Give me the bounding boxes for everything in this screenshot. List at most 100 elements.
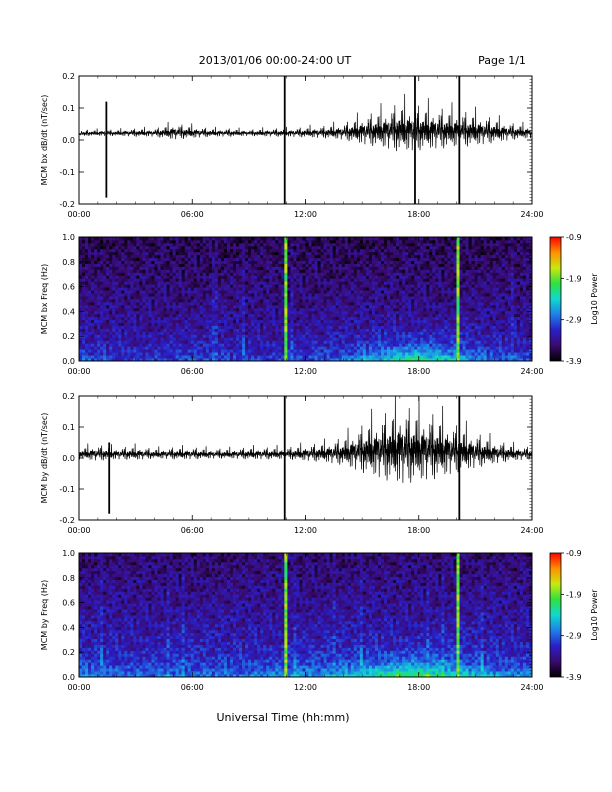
- trace-line: [79, 93, 532, 152]
- heatmap-cell: [118, 358, 122, 362]
- heatmap-cell: [350, 293, 355, 297]
- x-tick-label: 06:00: [181, 210, 204, 219]
- heatmap-cell: [299, 293, 303, 297]
- heatmap-cell: [211, 299, 216, 303]
- heatmap-cell: [133, 269, 137, 273]
- heatmap-cell: [387, 352, 391, 356]
- heatmap-cell: [308, 278, 312, 282]
- heatmap-cell: [368, 358, 373, 362]
- heatmap-cell: [402, 352, 406, 356]
- heatmap-cell: [97, 346, 101, 350]
- heatmap-cell: [257, 257, 261, 262]
- heatmap-cell: [196, 352, 201, 356]
- heatmap-cell: [393, 237, 397, 241]
- heatmap-cell: [323, 269, 328, 273]
- heatmap-cell: [350, 269, 355, 273]
- heatmap-cell: [414, 281, 418, 285]
- heatmap-cell: [248, 337, 252, 341]
- heatmap-cell: [148, 287, 152, 291]
- heatmap-cell: [377, 358, 382, 362]
- heatmap-cell: [317, 328, 321, 332]
- heatmap-cell: [217, 269, 222, 273]
- heatmap-cell: [353, 316, 358, 321]
- heatmap-cell: [371, 257, 376, 262]
- heatmap-cell: [396, 343, 400, 347]
- heatmap-cell: [314, 287, 318, 291]
- heatmap-cell: [260, 304, 264, 309]
- heatmap-cell: [405, 343, 409, 347]
- heatmap-cell: [411, 269, 415, 273]
- heatmap-cell: [254, 310, 258, 315]
- heatmap-cell: [414, 346, 418, 350]
- heatmap-cell: [79, 242, 83, 247]
- heatmap-cell: [166, 287, 170, 291]
- heatmap-cell: [308, 284, 312, 288]
- heatmap-cell: [166, 263, 170, 267]
- heatmap-cell: [121, 254, 125, 259]
- heatmap-cell: [371, 263, 376, 267]
- heatmap-cell: [142, 263, 146, 267]
- heatmap-cell: [332, 355, 337, 359]
- heatmap-cell: [169, 254, 174, 259]
- heatmap-cell: [245, 349, 249, 353]
- heatmap-cell: [193, 322, 198, 326]
- heatmap-cell: [408, 313, 412, 318]
- heatmap-cell: [347, 310, 352, 315]
- heatmap-cell: [217, 272, 222, 276]
- heatmap-cell: [226, 237, 231, 241]
- heatmap-cell: [326, 337, 331, 341]
- heatmap-cell: [166, 281, 170, 285]
- heatmap-cell: [248, 260, 252, 264]
- heatmap-cell: [423, 310, 427, 315]
- heatmap-cell: [245, 257, 249, 262]
- heatmap-cell: [133, 239, 137, 244]
- heatmap-cell: [181, 278, 186, 282]
- heatmap-cell: [371, 352, 376, 356]
- heatmap-cell: [196, 331, 201, 335]
- heatmap-cell: [350, 355, 355, 359]
- heatmap-cell: [405, 325, 409, 329]
- heatmap-cell: [326, 293, 331, 297]
- heatmap-cell: [359, 245, 364, 250]
- y-tick-label: -0.2: [59, 200, 75, 209]
- heatmap-cell: [187, 290, 192, 294]
- heatmap-cell: [220, 340, 225, 344]
- heatmap-cell: [205, 275, 210, 279]
- heatmap-cell: [139, 307, 143, 312]
- heatmap-cell: [390, 299, 394, 303]
- heatmap-cell: [187, 251, 192, 256]
- heatmap-cell: [393, 331, 397, 335]
- heatmap-cell: [284, 239, 288, 244]
- heatmap-cell: [193, 349, 198, 353]
- heatmap-cell: [151, 260, 155, 264]
- heatmap-cell: [335, 284, 340, 288]
- heatmap-cell: [184, 316, 189, 321]
- heatmap-cell: [226, 349, 231, 353]
- heatmap-cell: [396, 358, 400, 362]
- heatmap-cell: [91, 284, 95, 288]
- heatmap-cell: [323, 248, 328, 253]
- heatmap-cell: [260, 340, 264, 344]
- heatmap-cell: [269, 272, 273, 276]
- heatmap-cell: [287, 257, 291, 262]
- heatmap-cell: [290, 296, 294, 300]
- heatmap-cell: [245, 245, 249, 250]
- heatmap-cell: [260, 337, 264, 341]
- heatmap-cell: [233, 337, 237, 341]
- heatmap-cell: [275, 284, 279, 288]
- heatmap-cell: [302, 349, 306, 353]
- heatmap-cell: [79, 239, 83, 244]
- heatmap-cell: [275, 301, 279, 306]
- heatmap-cell: [88, 313, 92, 318]
- heatmap-cell: [338, 260, 343, 264]
- heatmap-cell: [220, 290, 225, 294]
- heatmap-cell: [362, 331, 367, 335]
- heatmap-cell: [308, 257, 312, 262]
- heatmap-cell: [88, 316, 92, 321]
- heatmap-cell: [362, 328, 367, 332]
- heatmap-cell: [365, 248, 370, 253]
- heatmap-cell: [308, 313, 312, 318]
- heatmap-cell: [293, 299, 297, 303]
- heatmap-cell: [205, 269, 210, 273]
- heatmap-cell: [332, 284, 337, 288]
